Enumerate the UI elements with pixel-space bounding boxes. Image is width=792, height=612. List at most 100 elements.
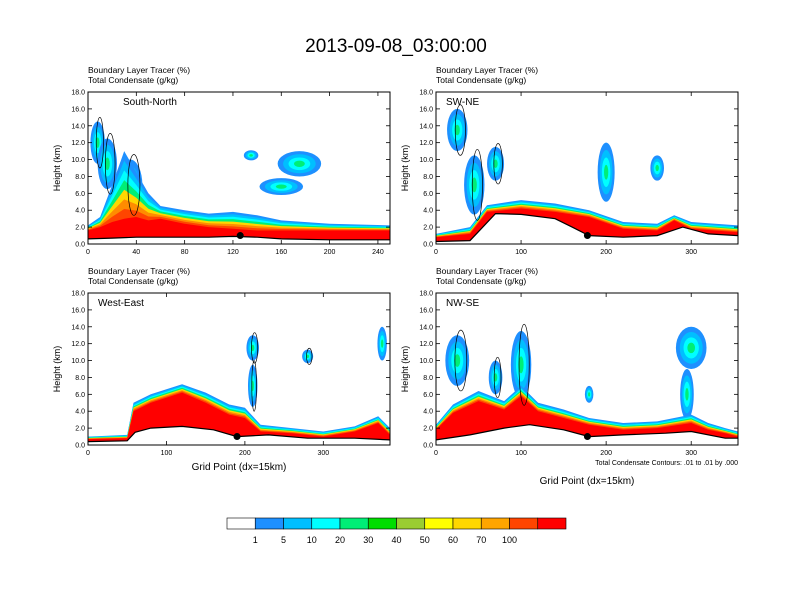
x-tick-label: 200 bbox=[600, 450, 612, 457]
plot-frame bbox=[435, 292, 739, 446]
figure-title: 2013-09-08_03:00:00 bbox=[305, 36, 487, 57]
terrain-line bbox=[436, 212, 738, 243]
y-axis-label: Height (km) bbox=[400, 346, 410, 393]
x-tick-label: 0 bbox=[434, 450, 438, 457]
condensate-contour-1 bbox=[518, 323, 530, 406]
y-tick-label: 16.0 bbox=[419, 106, 433, 113]
colorbar-swatch bbox=[537, 517, 567, 530]
y-tick-label: 2.0 bbox=[423, 426, 433, 433]
y-tick-label: 2.0 bbox=[75, 426, 85, 433]
y-tick-label: 18.0 bbox=[419, 291, 433, 298]
y-tick-label: 2.0 bbox=[75, 225, 85, 232]
tracer-blob-2 bbox=[306, 354, 310, 359]
tracer-blob-3 bbox=[604, 164, 609, 180]
field-label: Boundary Layer Tracer (%) bbox=[436, 65, 538, 75]
y-tick-label: 0.0 bbox=[423, 242, 433, 249]
colorbar-label: 100 bbox=[502, 535, 517, 545]
panel-nw-se: 0.0 2.0 4.0 6.0 8.0 10.0 12.0 14.0 16.0 18.0 0 100 2… bbox=[400, 266, 739, 487]
terrain-fill bbox=[436, 424, 738, 445]
x-tick-label: 40 bbox=[132, 249, 140, 256]
panel-title: NW-SE bbox=[446, 298, 479, 309]
y-tick-label: 6.0 bbox=[75, 392, 85, 399]
plot-frame bbox=[435, 91, 739, 245]
tracer-blob-3 bbox=[687, 342, 696, 354]
colorbar-swatch bbox=[226, 517, 256, 530]
colorbar-label: 40 bbox=[391, 535, 401, 545]
tracer-blob-1 bbox=[518, 356, 524, 374]
x-tick-label: 100 bbox=[515, 249, 527, 256]
x-tick-label: 0 bbox=[86, 249, 90, 256]
colorbar-swatch bbox=[254, 517, 284, 530]
tracer-blob-5 bbox=[249, 154, 253, 157]
y-tick-label: 16.0 bbox=[419, 307, 433, 314]
location-marker bbox=[583, 433, 591, 441]
colorbar-swatch bbox=[509, 517, 539, 530]
y-tick-label: 8.0 bbox=[423, 375, 433, 382]
x-axis-label: Grid Point (dx=15km) bbox=[192, 462, 287, 473]
y-tick-label: 6.0 bbox=[423, 392, 433, 399]
y-tick-label: 14.0 bbox=[71, 324, 85, 331]
tracer-blob-4 bbox=[655, 164, 659, 172]
panel-title: West-East bbox=[98, 298, 144, 309]
x-tick-label: 120 bbox=[227, 249, 239, 256]
x-tick-label: 200 bbox=[239, 450, 251, 457]
y-tick-label: 8.0 bbox=[75, 174, 85, 181]
contour-label: Total Condensate (g/kg) bbox=[436, 75, 526, 85]
y-tick-label: 12.0 bbox=[71, 140, 85, 147]
contour-label: Total Condensate (g/kg) bbox=[436, 276, 526, 286]
location-marker bbox=[583, 232, 591, 240]
condensate-contour-1 bbox=[105, 133, 116, 195]
y-tick-label: 10.0 bbox=[71, 157, 85, 164]
colorbar-swatch bbox=[396, 517, 426, 530]
terrain-line bbox=[88, 425, 390, 443]
y-tick-label: 14.0 bbox=[419, 123, 433, 130]
y-tick-label: 0.0 bbox=[75, 242, 85, 249]
x-tick-label: 300 bbox=[685, 450, 697, 457]
tracer-field bbox=[436, 323, 738, 445]
y-tick-label: 16.0 bbox=[71, 106, 85, 113]
panel-south-north: 0.0 2.0 4.0 6.0 8.0 10.0 12.0 14.0 16.0 18.0 0 40 80… bbox=[52, 65, 391, 256]
tracer-blob-4 bbox=[275, 184, 287, 189]
tracer-blob-4 bbox=[685, 388, 689, 401]
tracer-blob-1 bbox=[471, 177, 477, 193]
panel-west-east: 0.0 2.0 4.0 6.0 8.0 10.0 12.0 14.0 16.0 18.0 0 100 2… bbox=[52, 266, 391, 473]
y-axis-label: Height (km) bbox=[400, 145, 410, 192]
y-tick-label: 0.0 bbox=[423, 443, 433, 450]
terrain-fill bbox=[436, 213, 738, 244]
x-tick-label: 300 bbox=[685, 249, 697, 256]
tracer-blob-0 bbox=[454, 124, 460, 136]
location-marker bbox=[233, 433, 241, 441]
colorbar-label: 70 bbox=[476, 535, 486, 545]
y-tick-label: 18.0 bbox=[71, 90, 85, 97]
y-tick-label: 16.0 bbox=[71, 307, 85, 314]
y-tick-label: 8.0 bbox=[75, 375, 85, 382]
y-tick-label: 18.0 bbox=[419, 90, 433, 97]
panel-title: South-North bbox=[123, 97, 177, 108]
tracer-field bbox=[88, 116, 390, 244]
y-tick-label: 10.0 bbox=[419, 358, 433, 365]
y-tick-label: 10.0 bbox=[419, 157, 433, 164]
tracer-blob-2 bbox=[493, 159, 498, 168]
y-tick-label: 14.0 bbox=[71, 123, 85, 130]
condensate-contour-1 bbox=[471, 149, 483, 221]
y-tick-label: 8.0 bbox=[423, 174, 433, 181]
tracer-field bbox=[88, 326, 390, 445]
x-axis-label: Grid Point (dx=15km) bbox=[540, 476, 635, 487]
contour-label: Total Condensate (g/kg) bbox=[88, 75, 178, 85]
colorbar-swatch bbox=[339, 517, 369, 530]
condensate-contour-1 bbox=[251, 360, 257, 412]
colorbar-label: 50 bbox=[420, 535, 430, 545]
tracer-blob-0 bbox=[95, 137, 100, 148]
tracer-blob-3 bbox=[293, 160, 305, 167]
tracer-blob-0 bbox=[454, 354, 461, 367]
y-tick-label: 12.0 bbox=[71, 341, 85, 348]
panel-sw-ne: 0.0 2.0 4.0 6.0 8.0 10.0 12.0 14.0 16.0 18.0 0 100 2… bbox=[400, 65, 739, 256]
y-tick-label: 18.0 bbox=[71, 291, 85, 298]
colorbar-label: 5 bbox=[281, 535, 286, 545]
colorbar-swatch bbox=[452, 517, 482, 530]
x-tick-label: 0 bbox=[434, 249, 438, 256]
x-tick-label: 80 bbox=[181, 249, 189, 256]
tracer-blob-1 bbox=[104, 157, 110, 171]
condensate-contour-0 bbox=[454, 104, 466, 156]
